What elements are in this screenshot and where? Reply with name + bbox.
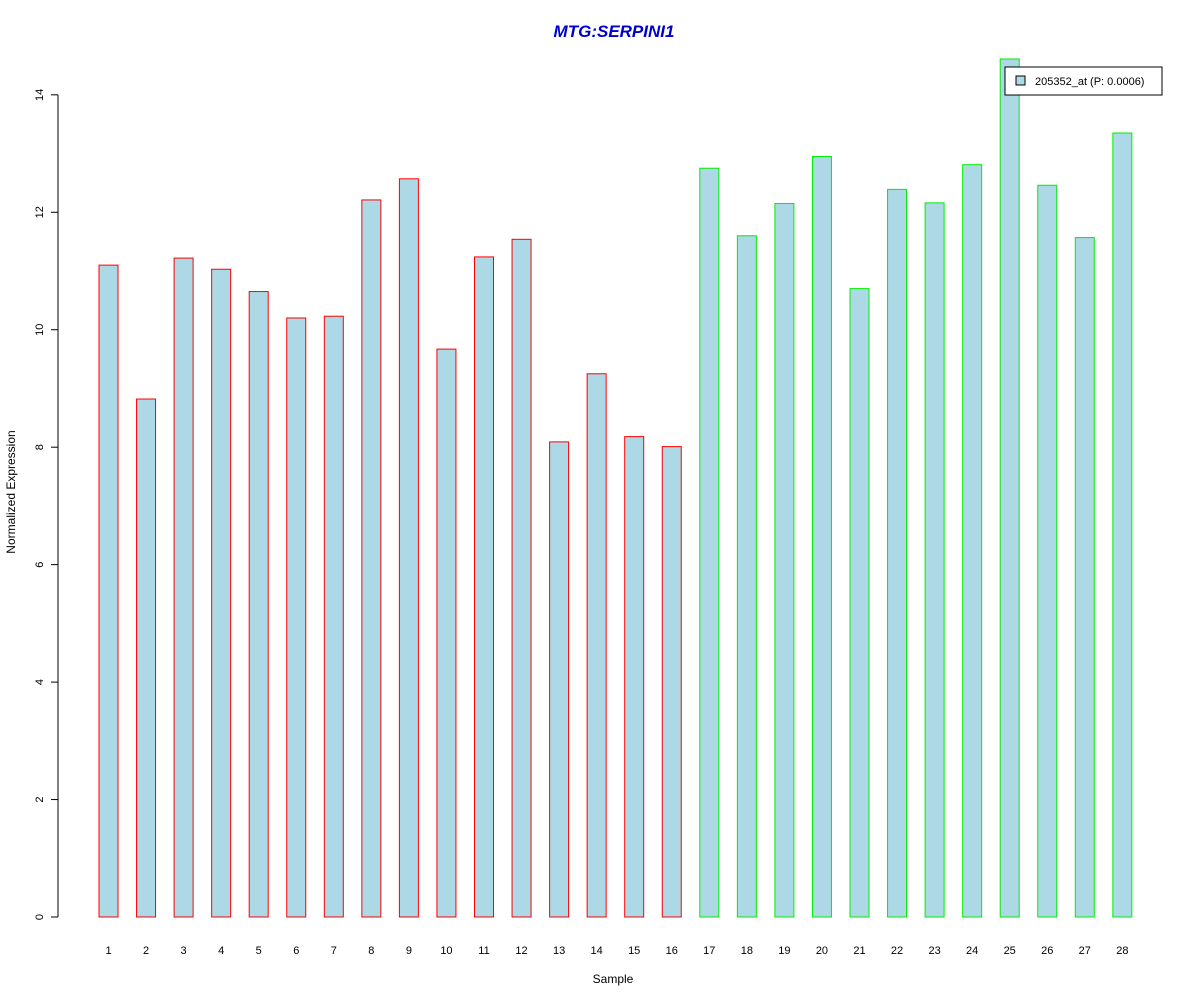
bar-sample-28: [1112, 132, 1133, 918]
y-tick-label: 12: [34, 206, 46, 218]
bar-sample-9: [398, 178, 419, 918]
x-tick-label: 6: [293, 945, 299, 957]
bar-sample-11: [474, 256, 494, 918]
y-axis: 0 2 4 6 8 10 12 14: [34, 89, 59, 920]
x-tick-label: 11: [478, 945, 489, 957]
x-tick-label: 21: [853, 945, 865, 957]
bar-sample-17: [699, 167, 720, 918]
x-tick-label: 19: [778, 945, 790, 957]
x-tick-label: 25: [1004, 945, 1016, 957]
x-tick-label: 5: [256, 945, 262, 957]
bar-sample-5: [248, 291, 269, 918]
bar-sample-18: [736, 235, 757, 918]
bar-sample-3: [173, 257, 194, 918]
bar-sample-20: [811, 155, 832, 918]
bar-sample-19: [774, 202, 795, 918]
x-tick-label: 13: [553, 945, 565, 957]
y-tick-label: 4: [34, 679, 46, 685]
x-tick-label: 4: [218, 945, 224, 957]
x-tick-label: 18: [741, 945, 753, 957]
x-tick-label: 24: [966, 945, 978, 957]
x-tick-label: 28: [1116, 945, 1128, 957]
x-tick-label: 23: [928, 945, 940, 957]
x-tick-label: 22: [891, 945, 903, 957]
y-tick-label: 10: [34, 324, 46, 336]
bar-sample-6: [286, 317, 307, 918]
bar-sample-24: [962, 164, 983, 918]
x-tick-label: 27: [1079, 945, 1091, 957]
x-tick-label: 10: [440, 945, 452, 957]
x-tick-label: 8: [368, 945, 374, 957]
bar-sample-13: [549, 441, 570, 918]
x-axis-title: Sample: [593, 972, 634, 986]
x-tick-label: 3: [181, 945, 187, 957]
bar-sample-10: [436, 348, 457, 918]
y-tick-label: 0: [34, 914, 46, 920]
x-tick-label: 15: [628, 945, 640, 957]
bar-sample-21: [849, 288, 870, 918]
legend-entry-label: 205352_at (P: 0.0006): [1035, 76, 1144, 88]
x-tick-label: 16: [666, 945, 678, 957]
x-tick-label: 9: [406, 945, 412, 957]
y-axis-title: Normalized Expression: [4, 430, 18, 553]
x-tick-labels: 1 2 3 4 5 6 7 8 9 10 11 12 13 14 15 16 17 18 19 20 21 22 23 24 2…: [105, 945, 1128, 957]
x-tick-label: 17: [703, 945, 715, 957]
bar-sample-12: [511, 238, 532, 918]
bar-sample-22: [887, 188, 908, 918]
y-tick-label: 2: [34, 796, 46, 802]
bar-sample-14: [586, 373, 607, 918]
bar-sample-1: [98, 264, 119, 918]
y-tick-label: 8: [34, 444, 46, 450]
legend: 205352_at (P: 0.0006): [1004, 66, 1163, 96]
bars-group: [98, 58, 1133, 918]
bar-sample-23: [924, 202, 945, 918]
y-tick-label: 14: [34, 89, 46, 101]
bar-sample-27: [1074, 237, 1095, 918]
bar-sample-15: [624, 436, 645, 918]
bar-sample-8: [361, 199, 382, 918]
x-tick-label: 14: [591, 945, 603, 957]
legend-box: [1004, 66, 1163, 96]
x-tick-label: 2: [143, 945, 149, 957]
chart-title: MTG:SERPINI1: [554, 22, 675, 41]
bar-sample-26: [1037, 184, 1058, 918]
legend-swatch: [1015, 75, 1026, 86]
bar-sample-16: [661, 446, 682, 918]
bar-sample-2: [136, 398, 157, 918]
x-tick-label: 12: [515, 945, 527, 957]
bar-sample-25: [999, 58, 1020, 918]
x-tick-label: 7: [331, 945, 337, 957]
x-tick-label: 26: [1041, 945, 1053, 957]
x-tick-label: 20: [816, 945, 828, 957]
y-tick-label: 6: [34, 562, 46, 568]
bar-sample-4: [211, 268, 232, 918]
bar-sample-7: [323, 315, 344, 918]
x-tick-label: 1: [105, 945, 111, 957]
